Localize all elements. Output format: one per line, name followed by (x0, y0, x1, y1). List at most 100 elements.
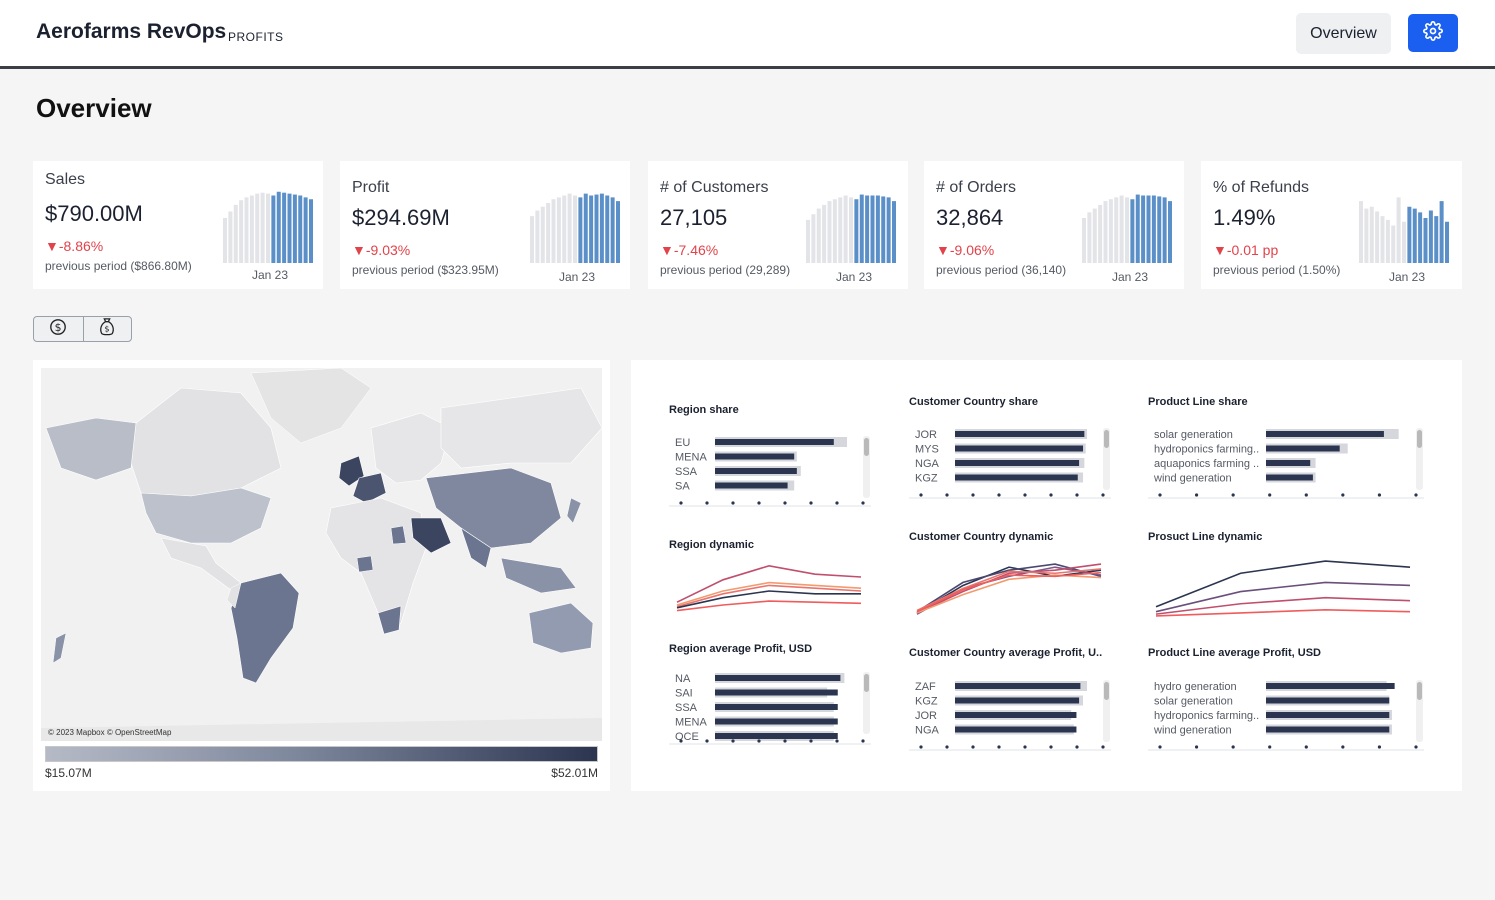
spark-bar (1359, 201, 1363, 263)
brand-subtitle: PROFITS (228, 30, 284, 44)
region-dynamic-chart[interactable] (669, 555, 869, 625)
bar-value (1266, 474, 1313, 481)
country-avg-chart[interactable]: ZAF KGZ JOR NGA (909, 676, 1115, 756)
axis-dot (835, 739, 839, 743)
region-dynamic-title: Region dynamic (669, 539, 754, 551)
kpi-value: $790.00M (45, 201, 143, 226)
spark-bar (1407, 206, 1412, 263)
axis-dot (1341, 745, 1345, 749)
axis-dot (971, 493, 975, 497)
top-bar: Aerofarms RevOps PROFITS Overview (0, 0, 1495, 69)
spark-bar (1130, 199, 1135, 263)
spark-bar (589, 195, 594, 263)
legend-min-label: $15.07M (45, 766, 92, 780)
spark-bar (1445, 221, 1449, 263)
spark-bar (1092, 208, 1097, 263)
bar-label: hydroponics farming.. (1154, 444, 1259, 456)
axis-dot (809, 501, 813, 505)
kpi-card-profit[interactable]: Profit $294.69M ▼-9.03% previous period … (340, 161, 630, 289)
spark-bar (1108, 199, 1113, 263)
axis-dot (919, 493, 923, 497)
axis-dot (679, 739, 683, 743)
spark-bar (255, 193, 260, 263)
sales-toggle-button[interactable]: $ (34, 317, 83, 341)
overview-button[interactable]: Overview (1296, 13, 1391, 54)
axis-dot (861, 501, 865, 505)
axis-dot (1231, 745, 1235, 749)
axis-dot (1023, 745, 1027, 749)
axis-dot (1158, 745, 1162, 749)
bar-label: EU (675, 437, 690, 449)
spark-bar (540, 206, 545, 263)
spark-bar (1135, 194, 1140, 263)
spark-bar (1396, 197, 1401, 263)
product-share-chart[interactable]: solar generation hydroponics farming.. aqu… (1148, 424, 1428, 504)
spark-bar (881, 196, 886, 263)
bar-label: solar generation (1154, 696, 1233, 708)
profit-toggle-button[interactable]: $ (82, 317, 132, 342)
axis-dot (919, 745, 923, 749)
series-line (916, 574, 1102, 614)
kpi-card-customers[interactable]: # of Customers 27,105 ▼-7.46% previous p… (648, 161, 908, 289)
spark-bar (865, 195, 870, 263)
spark-bar (605, 195, 610, 263)
bar-label: solar generation (1154, 429, 1233, 441)
region-share-chart[interactable]: EU MENA SSA SA (669, 432, 875, 512)
kpi-value: 27,105 (660, 205, 728, 230)
scrollbar-thumb (864, 438, 869, 456)
settings-button[interactable] (1408, 14, 1458, 52)
kpi-card-refunds[interactable]: % of Refunds 1.49% ▼-0.01 pp previous pe… (1201, 161, 1462, 289)
spark-bar (567, 193, 572, 263)
spark-bar (870, 195, 875, 263)
kpi-sparkline (223, 191, 313, 263)
kpi-label: Profit (352, 179, 390, 196)
spark-bar (287, 193, 292, 263)
money-bag-icon: $ (98, 317, 116, 342)
axis-dot (1268, 745, 1272, 749)
region-avg-chart[interactable]: NA SAI SSA MENA OCE (669, 668, 875, 750)
spark-bar (1439, 201, 1444, 263)
product-dynamic-chart[interactable] (1148, 550, 1418, 625)
kpi-date: Jan 23 (1388, 270, 1426, 284)
world-map[interactable] (41, 368, 602, 741)
bar-value (1266, 683, 1395, 689)
spark-bar (827, 201, 832, 263)
kpi-date: Jan 23 (558, 270, 596, 284)
bar-label: KGZ (915, 473, 938, 485)
axis-dot (1414, 493, 1418, 497)
bar-label: OCE (675, 731, 699, 743)
spark-bar (303, 197, 308, 263)
bar-value (715, 733, 838, 739)
product-avg-chart[interactable]: hydro generation solar generation hydropon… (1148, 676, 1428, 756)
spark-bar (223, 218, 227, 263)
bar-value (955, 460, 1080, 466)
axis-dot (809, 739, 813, 743)
product-share-title: Product Line share (1148, 396, 1248, 408)
kpi-card-sales[interactable]: Sales $790.00M ▼-8.86% previous period (… (33, 161, 323, 289)
kpi-label: Sales (45, 171, 86, 188)
spark-bar (599, 193, 604, 263)
spark-bar (838, 197, 843, 263)
spark-bar (1098, 204, 1103, 263)
region-share-title: Region share (669, 404, 739, 416)
legend-max-label: $52.01M (551, 766, 598, 780)
spark-bar (1418, 212, 1423, 263)
spark-bar (530, 216, 534, 263)
spark-bar (298, 195, 303, 263)
spark-bar (1434, 216, 1439, 263)
bar-label: MENA (675, 452, 707, 464)
series-line (1155, 609, 1411, 617)
axis-dot (1341, 493, 1345, 497)
kpi-date: Jan 23 (1111, 270, 1149, 284)
country-dynamic-chart[interactable] (909, 550, 1109, 625)
spark-bar (875, 195, 880, 263)
scrollbar-thumb (1104, 682, 1109, 700)
spark-bar (843, 195, 848, 263)
bar-value (715, 482, 788, 489)
axis-dot (1101, 745, 1105, 749)
country-dynamic-title: Customer Country dynamic (909, 531, 1054, 543)
kpi-card-orders[interactable]: # of Orders 32,864 ▼-9.06% previous peri… (924, 161, 1184, 289)
axis-dot (757, 501, 761, 505)
spark-bar (859, 194, 864, 263)
country-share-chart[interactable]: JOR MYS NGA KGZ (909, 424, 1115, 504)
